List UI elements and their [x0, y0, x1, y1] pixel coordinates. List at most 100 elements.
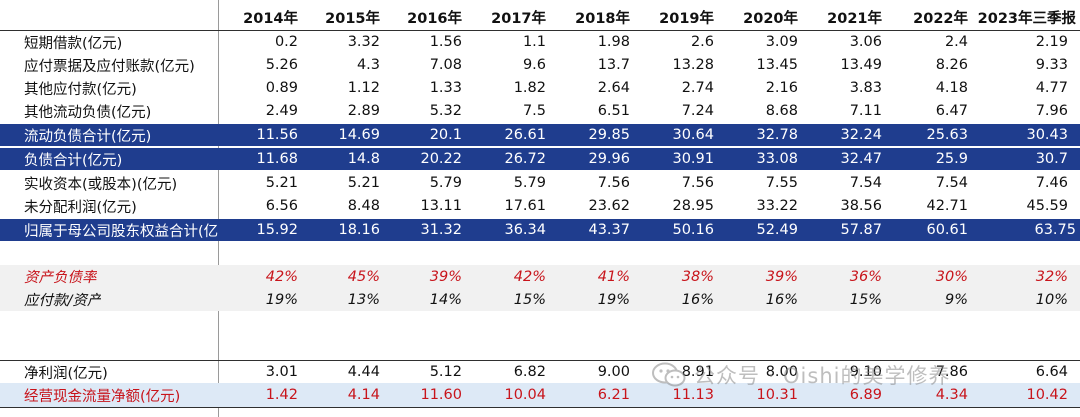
year-header-cell: 2019年: [659, 10, 714, 27]
cell: 3.32: [347, 34, 380, 50]
cell: 7.11: [849, 103, 882, 119]
cell: 8.91: [681, 364, 714, 380]
cell: 2.19: [1035, 34, 1068, 50]
year-header-cell: 2014年: [243, 10, 298, 27]
cell: 11.56: [256, 127, 298, 143]
cell: 1.98: [597, 34, 630, 50]
row-label: 其他流动负债(亿元): [24, 104, 152, 121]
cell: 2.16: [765, 80, 798, 96]
row-label: 负债合计(亿元): [24, 152, 123, 169]
row-net-profit: 净利润(亿元) 3.01 4.44 5.12 6.82 9.00 8.91 8.…: [0, 361, 1080, 383]
row-label: 实收资本(或股本)(亿元): [24, 176, 178, 193]
cell: 6.47: [935, 103, 968, 119]
cell: 36.34: [504, 222, 546, 238]
cell: 18.16: [338, 222, 380, 238]
row-debt-ratio: 资产负债率 42% 45% 39% 42% 41% 38% 39% 36% 30…: [0, 265, 1080, 288]
cell: 10%: [1035, 291, 1068, 308]
cell: 32.78: [756, 127, 798, 143]
year-header-cell: 2022年: [913, 10, 968, 27]
header-rule: [0, 30, 1080, 31]
cell: 7.46: [1035, 175, 1068, 191]
cell: 1.12: [347, 80, 380, 96]
cell: 11.13: [672, 387, 714, 403]
cell: 0.89: [265, 80, 298, 96]
cell: 38.56: [840, 198, 882, 214]
cell: 7.54: [849, 175, 882, 191]
cell: 2.49: [265, 103, 298, 119]
cell: 29.96: [588, 151, 630, 167]
cell: 25.63: [926, 127, 968, 143]
cell: 41%: [597, 268, 630, 285]
cell: 3.01: [265, 364, 298, 380]
cutoff-edge: [1073, 77, 1080, 99]
cell: 63.75: [1034, 222, 1076, 238]
cell: 45%: [347, 268, 380, 285]
cell: 30.64: [672, 127, 714, 143]
cell: 4.44: [347, 364, 380, 380]
cell: 20.1: [429, 127, 462, 143]
cell: 45.59: [1026, 198, 1068, 214]
cell: 7.86: [935, 364, 968, 380]
cell: 39%: [765, 268, 798, 285]
cell: 1.56: [429, 34, 462, 50]
cell: 32.47: [840, 151, 882, 167]
cell: 3.09: [765, 34, 798, 50]
cell: 7.5: [522, 103, 546, 119]
year-header-cell: 2021年: [827, 10, 882, 27]
cell: 39%: [429, 268, 462, 285]
cell: 7.96: [1035, 103, 1068, 119]
row-other-current-liabilities: 其他流动负债(亿元) 2.49 2.89 5.32 7.5 6.51 7.24 …: [0, 100, 1080, 122]
row-label: 应付款/资产: [24, 293, 102, 309]
cell: 4.77: [1035, 80, 1068, 96]
cell: 5.79: [429, 175, 462, 191]
cell: 2.64: [597, 80, 630, 96]
cell: 7.55: [765, 175, 798, 191]
cell: 6.56: [265, 198, 298, 214]
cell: 15.92: [256, 222, 298, 238]
year-header-cell: 2017年: [491, 10, 546, 27]
cell: 3.06: [849, 34, 882, 50]
cell: 7.56: [681, 175, 714, 191]
cell: 16%: [681, 291, 714, 308]
cell: 11.68: [256, 151, 298, 167]
row-paid-in-capital: 实收资本(或股本)(亿元) 5.21 5.21 5.79 5.79 7.56 7…: [0, 172, 1080, 194]
cell: 30.91: [672, 151, 714, 167]
cell: 52.49: [756, 222, 798, 238]
year-header-cell: 2020年: [743, 10, 798, 27]
cell: 9%: [944, 291, 968, 308]
cell: 36%: [849, 268, 882, 285]
row-label: 经营现金流量净额(亿元): [24, 388, 181, 405]
cell: 6.51: [597, 103, 630, 119]
watermark: 公众号 · Oishi的美学修养: [652, 360, 950, 390]
row-label: 应付票据及应付账款(亿元): [24, 58, 195, 75]
row-label: 未分配利润(亿元): [24, 199, 137, 216]
row-payables-to-assets: 应付款/资产 19% 13% 14% 15% 19% 16% 16% 15% 9…: [0, 288, 1080, 311]
row-label: 归属于母公司股东权益合计(亿: [24, 223, 219, 240]
cell: 7.54: [935, 175, 968, 191]
cell: 42%: [513, 268, 546, 285]
wechat-icon: [652, 362, 686, 387]
cell: 57.87: [840, 222, 882, 238]
cell: 19%: [597, 291, 630, 308]
cell: 7.56: [597, 175, 630, 191]
cell: 30.7: [1035, 151, 1068, 167]
cell: 23.62: [588, 198, 630, 214]
cell: 13.45: [756, 57, 798, 73]
cell: 1.33: [429, 80, 462, 96]
cell: 2.4: [944, 34, 968, 50]
row-label: 流动负债合计(亿元): [24, 128, 152, 145]
cell: 1.1: [522, 34, 546, 50]
cell: 7.08: [429, 57, 462, 73]
row-other-payables: 其他应付款(亿元) 0.89 1.12 1.33 1.82 2.64 2.74 …: [0, 77, 1080, 99]
cell: 9.10: [849, 364, 882, 380]
cell: 1.42: [265, 387, 298, 403]
cell: 6.21: [597, 387, 630, 403]
cell: 4.3: [356, 57, 380, 73]
cell: 29.85: [588, 127, 630, 143]
cell: 42.71: [926, 198, 968, 214]
cell: 15%: [849, 291, 882, 308]
cell: 42%: [265, 268, 298, 285]
row-notes-payable: 应付票据及应付账款(亿元) 5.26 4.3 7.08 9.6 13.7 13.…: [0, 54, 1080, 76]
cell: 14.8: [347, 151, 380, 167]
